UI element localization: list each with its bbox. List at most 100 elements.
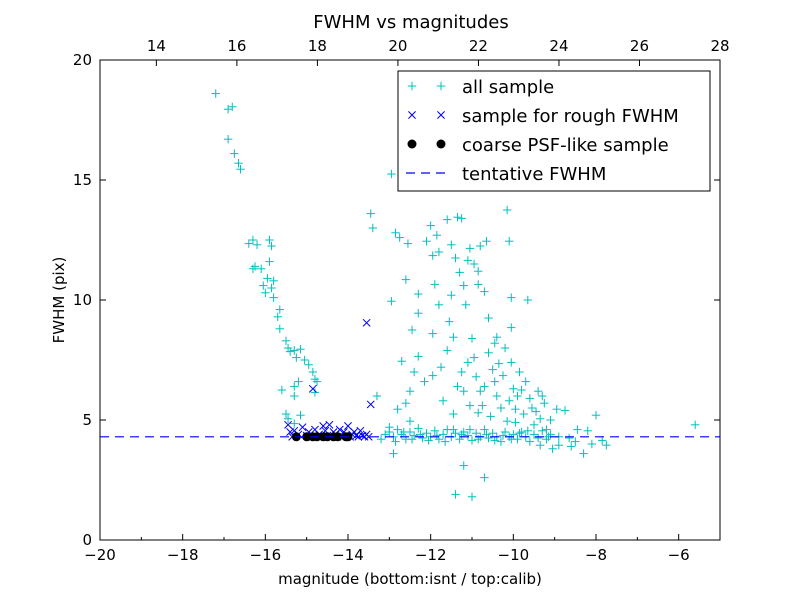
point-all-sample — [480, 473, 489, 482]
point-all-sample — [409, 431, 419, 440]
legend-entry-tentative-fwhm: tentative FWHM — [406, 164, 606, 185]
point-all-sample — [521, 377, 530, 386]
point-all-sample — [533, 433, 543, 443]
legend-plus-shape — [436, 81, 446, 91]
top-tick-label: 26 — [630, 37, 649, 55]
point-all-sample — [598, 436, 607, 445]
point-all-sample — [515, 367, 524, 377]
top-tick-label: 28 — [710, 37, 729, 55]
y-axis-label: FWHM (pix) — [50, 257, 68, 344]
point-all-sample — [366, 209, 375, 218]
point-all-sample — [567, 442, 576, 451]
axis-ticks: −20 −18 −16 −14 −12 −10 −8 −6 0 5 10 15 20 14 16 18 20 22… — [73, 37, 730, 564]
legend-label-coarse-psf: coarse PSF-like sample — [462, 135, 669, 156]
point-all-sample — [459, 281, 468, 290]
point-all-sample — [420, 377, 429, 386]
point-all-sample — [376, 435, 386, 444]
point-all-sample — [498, 431, 508, 440]
point-all-sample — [691, 420, 700, 429]
x-tick-label: −6 — [668, 546, 690, 564]
point-all-sample — [248, 235, 258, 245]
point-all-sample — [261, 288, 270, 297]
legend-box — [397, 70, 711, 192]
point-all-sample — [300, 355, 309, 365]
point-all-sample — [422, 429, 431, 438]
point-all-sample — [502, 205, 512, 215]
x-tick-label: −16 — [250, 546, 282, 564]
point-all-sample — [432, 431, 442, 440]
point-all-sample — [519, 409, 528, 419]
point-all-sample — [486, 412, 495, 421]
point-all-sample — [211, 89, 220, 98]
plot-frame — [99, 59, 721, 541]
point-all-sample — [546, 415, 555, 425]
point-all-sample — [509, 384, 518, 393]
point-all-sample — [602, 441, 611, 450]
legend-marker-circle — [436, 139, 446, 149]
point-all-sample — [312, 377, 322, 386]
y-tick-label: 10 — [73, 291, 92, 309]
point-all-sample — [533, 387, 543, 396]
point-all-sample — [513, 391, 522, 401]
x-tick-label: −14 — [332, 546, 364, 564]
point-all-sample — [430, 280, 439, 289]
point-all-sample — [368, 223, 377, 233]
point-all-sample — [438, 430, 448, 439]
y-tick-label: 0 — [82, 531, 92, 549]
point-all-sample — [269, 276, 278, 285]
point-all-sample — [296, 411, 305, 420]
x-tick-label: −8 — [585, 546, 607, 564]
point-all-sample — [267, 241, 276, 251]
point-all-sample — [432, 231, 442, 240]
legend-marker-plus — [436, 81, 446, 91]
point-all-sample — [372, 391, 382, 401]
point-all-sample — [277, 385, 287, 395]
x-axis-label: magnitude (bottom:isnt / top:calib) — [278, 570, 542, 588]
point-all-sample — [395, 233, 404, 242]
point-all-sample — [430, 426, 439, 435]
point-all-sample — [391, 228, 400, 237]
point-all-sample — [490, 339, 499, 348]
point-rough-fwhm — [335, 425, 344, 434]
point-all-sample — [407, 435, 417, 444]
point-all-sample — [290, 391, 299, 401]
top-tick-label: 14 — [147, 37, 166, 55]
point-all-sample — [474, 408, 483, 417]
point-all-sample — [591, 411, 601, 420]
point-all-sample — [469, 259, 479, 269]
point-all-sample — [474, 267, 483, 276]
point-all-sample — [480, 287, 489, 296]
point-all-sample — [267, 283, 276, 293]
legend-x-shape — [437, 111, 445, 119]
point-all-sample — [387, 169, 396, 179]
point-all-sample — [389, 449, 398, 458]
legend-label-rough-fwhm: sample for rough FWHM — [462, 106, 679, 127]
point-all-sample — [496, 403, 506, 413]
legend-x-shape — [408, 111, 416, 119]
point-all-sample — [257, 264, 266, 273]
top-tick-label: 18 — [308, 37, 327, 55]
point-all-sample — [263, 274, 272, 283]
point-all-sample — [428, 371, 437, 380]
point-all-sample — [275, 324, 284, 333]
point-all-sample — [449, 333, 458, 342]
point-all-sample — [275, 305, 284, 314]
point-rough-fwhm — [356, 426, 365, 435]
point-all-sample — [496, 437, 506, 446]
point-all-sample — [457, 214, 466, 223]
point-all-sample — [465, 425, 475, 434]
point-all-sample — [517, 385, 526, 395]
point-all-sample — [428, 251, 437, 260]
point-all-sample — [434, 247, 444, 257]
point-all-sample — [397, 357, 406, 366]
point-all-sample — [461, 300, 470, 309]
data-points — [100, 89, 720, 501]
point-all-sample — [511, 418, 520, 427]
point-all-sample — [407, 325, 417, 335]
point-all-sample — [583, 426, 592, 435]
point-all-sample — [426, 221, 435, 230]
point-rough-fwhm — [366, 400, 375, 409]
point-all-sample — [409, 367, 419, 377]
point-all-sample — [511, 405, 520, 414]
point-all-sample — [515, 429, 524, 438]
